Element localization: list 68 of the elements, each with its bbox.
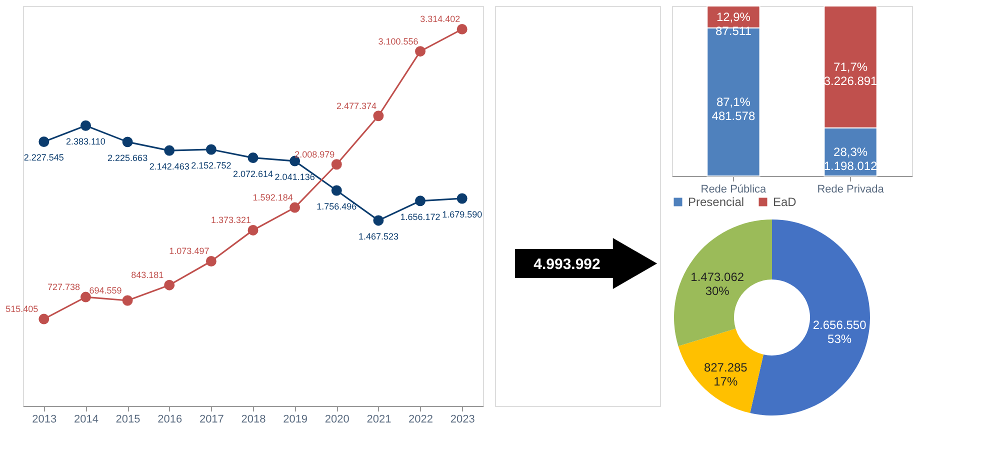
point — [38, 136, 50, 147]
data-label: 515.405 — [6, 304, 38, 314]
donut-slice — [674, 220, 772, 346]
data-label: 827.285 17% — [704, 360, 748, 388]
point — [373, 215, 384, 226]
data-label: 1.656.172 — [400, 212, 440, 222]
x-tick-label: 2023 — [450, 414, 475, 426]
data-label: 1.679.590 — [442, 209, 482, 220]
x-tick-label: 2021 — [366, 414, 392, 426]
data-label: 2.008.979 — [294, 149, 335, 160]
data-label: 2.041.136 — [274, 172, 315, 182]
point — [122, 295, 133, 306]
point — [206, 144, 216, 155]
x-tick-label: 2022 — [408, 414, 434, 426]
data-label: 3.314.402 — [420, 14, 460, 24]
data-label: 2.227.545 — [24, 152, 64, 163]
point — [248, 224, 258, 236]
point — [331, 185, 342, 196]
data-label: 28,3% 1.198.012 — [824, 144, 878, 173]
point — [206, 256, 216, 266]
point — [248, 152, 258, 164]
data-label: 2.225.663 — [108, 152, 148, 163]
data-label: 1.073.497 — [169, 246, 210, 256]
data-label: 2.656.550 53% — [812, 318, 867, 346]
data-label: 1.592.184 — [252, 192, 293, 203]
data-label: 727.738 — [47, 282, 80, 292]
data-label: 2.142.463 — [149, 162, 190, 172]
point — [164, 145, 175, 156]
data-label: 3.100.556 — [378, 36, 418, 46]
donut-slice — [750, 220, 870, 416]
data-label: 71,7% 3.226.891 — [824, 60, 878, 88]
x-tick-label: 2018 — [241, 414, 266, 426]
data-label: 2.477.374 — [336, 100, 376, 111]
point — [373, 110, 384, 122]
data-label: 2.072.614 — [232, 168, 274, 179]
data-label: 1.473.062 30% — [690, 270, 744, 298]
x-tick-label: 2020 — [324, 414, 350, 426]
x-tick-label: Rede Privada — [817, 184, 885, 196]
point — [290, 202, 300, 213]
legend-label: EaD — [773, 195, 797, 209]
x-tick-label: Rede Pública — [700, 184, 768, 196]
point — [456, 24, 468, 34]
text: 4.993.992 — [534, 256, 600, 273]
point — [80, 120, 91, 131]
data-label: 694.559 — [89, 285, 122, 296]
x-tick-label: 2014 — [74, 414, 98, 426]
point — [80, 292, 91, 302]
point — [122, 136, 133, 148]
x-tick-label: 2019 — [283, 414, 308, 426]
data-label: 843.181 — [131, 270, 164, 280]
point — [331, 159, 342, 170]
legend-label: Presencial — [688, 195, 744, 209]
data-label: 1.467.523 — [358, 231, 398, 242]
point — [164, 280, 175, 290]
data-label: 1.373.321 — [210, 215, 252, 226]
data-label: 2.152.752 — [191, 160, 232, 170]
data-label: 1.756.496 — [316, 202, 357, 212]
data-label: 2.383.110 — [66, 136, 106, 147]
point — [415, 196, 426, 206]
x-tick-label: 2017 — [199, 414, 224, 426]
data-label: 87,1% 481.578 — [712, 94, 756, 123]
point — [456, 193, 468, 204]
point — [415, 46, 426, 57]
donut-slice — [678, 328, 764, 414]
x-tick-label: 2013 — [32, 414, 57, 426]
x-tick-label: 2015 — [116, 414, 140, 426]
x-tick-label: 2016 — [158, 414, 182, 426]
point — [38, 314, 50, 324]
